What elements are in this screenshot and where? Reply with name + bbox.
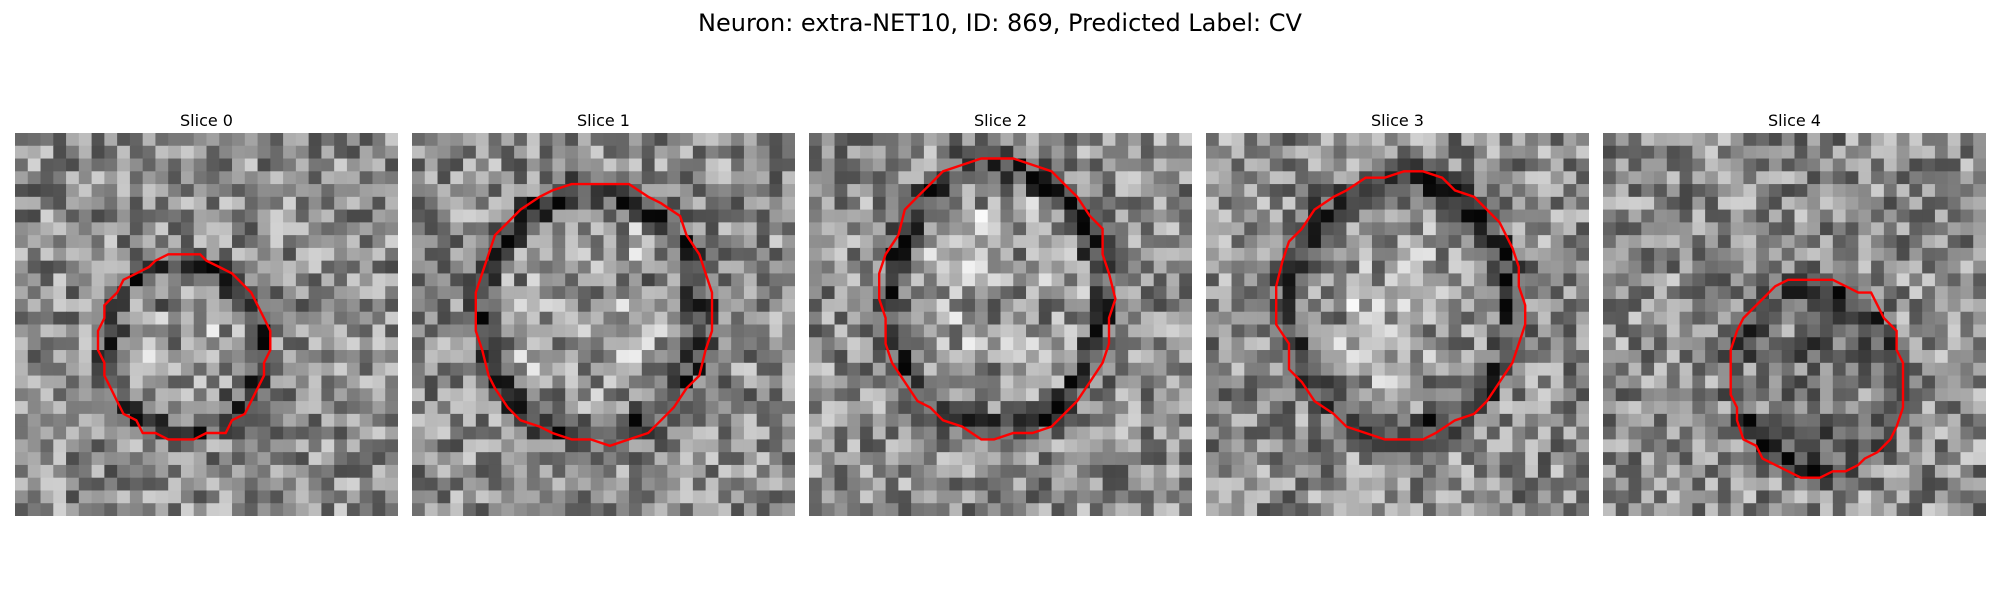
slice-title: Slice 3 [1371,111,1424,130]
slice-title: Slice 0 [180,111,233,130]
pixel-grid [1603,133,1986,516]
pixel-grid [1206,133,1589,516]
figure-title: Neuron: extra-NET10, ID: 869, Predicted … [698,9,1302,37]
pixel-grid [15,133,398,516]
segmentation-contour [474,182,714,448]
slice-image [1603,133,1986,516]
slice-image [1206,133,1589,516]
slice-image [809,133,1192,516]
slice-image [412,133,795,516]
slice-title: Slice 2 [974,111,1027,130]
slice-title: Slice 1 [577,111,630,130]
pixel-grid [809,133,1192,516]
slice-panel-2: Slice 2 [809,109,1192,516]
slice-image [15,133,398,516]
segmentation-contour [1274,170,1527,441]
slice-panel-4: Slice 4 [1603,109,1986,516]
pixel-grid [412,133,795,516]
slice-panel-3: Slice 3 [1206,109,1589,516]
segmentation-contour [1729,278,1905,479]
slice-title: Slice 4 [1768,111,1821,130]
segmentation-contour [877,157,1117,441]
slice-panel-1: Slice 1 [412,109,795,516]
segmentation-contour [96,253,272,441]
slice-panel-0: Slice 0 [15,109,398,516]
